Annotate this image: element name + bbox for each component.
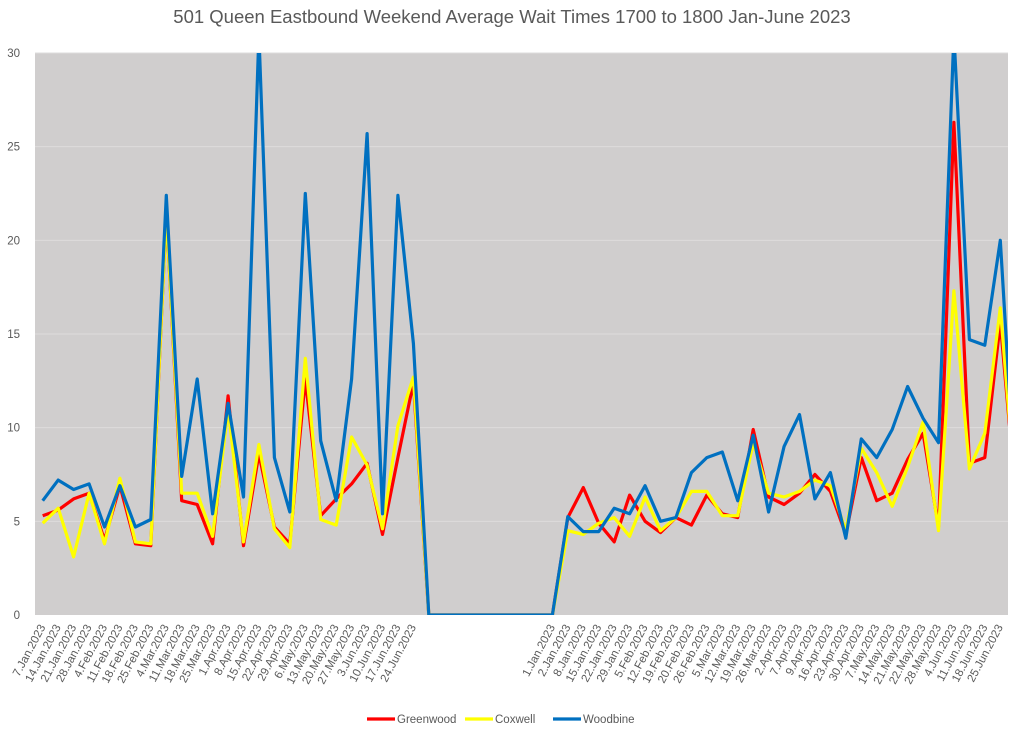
legend-item-greenwood: Greenwood <box>367 714 456 726</box>
legend-label: Coxwell <box>495 714 535 726</box>
y-tick-label: 5 <box>14 516 20 528</box>
legend-label: Greenwood <box>397 714 456 726</box>
y-tick-label: 10 <box>7 423 20 435</box>
y-tick-label: 20 <box>7 235 20 247</box>
chart-title: 501 Queen Eastbound Weekend Average Wait… <box>173 6 851 27</box>
legend-item-coxwell: Coxwell <box>465 714 535 726</box>
legend-label: Woodbine <box>583 714 635 726</box>
y-tick-label: 30 <box>7 48 20 60</box>
y-tick-label: 15 <box>7 329 20 341</box>
series-line-woodbine <box>41 53 1008 615</box>
y-tick-label: 25 <box>7 142 20 154</box>
y-tick-label: 0 <box>14 610 20 622</box>
legend-item-woodbine: Woodbine <box>553 714 635 726</box>
